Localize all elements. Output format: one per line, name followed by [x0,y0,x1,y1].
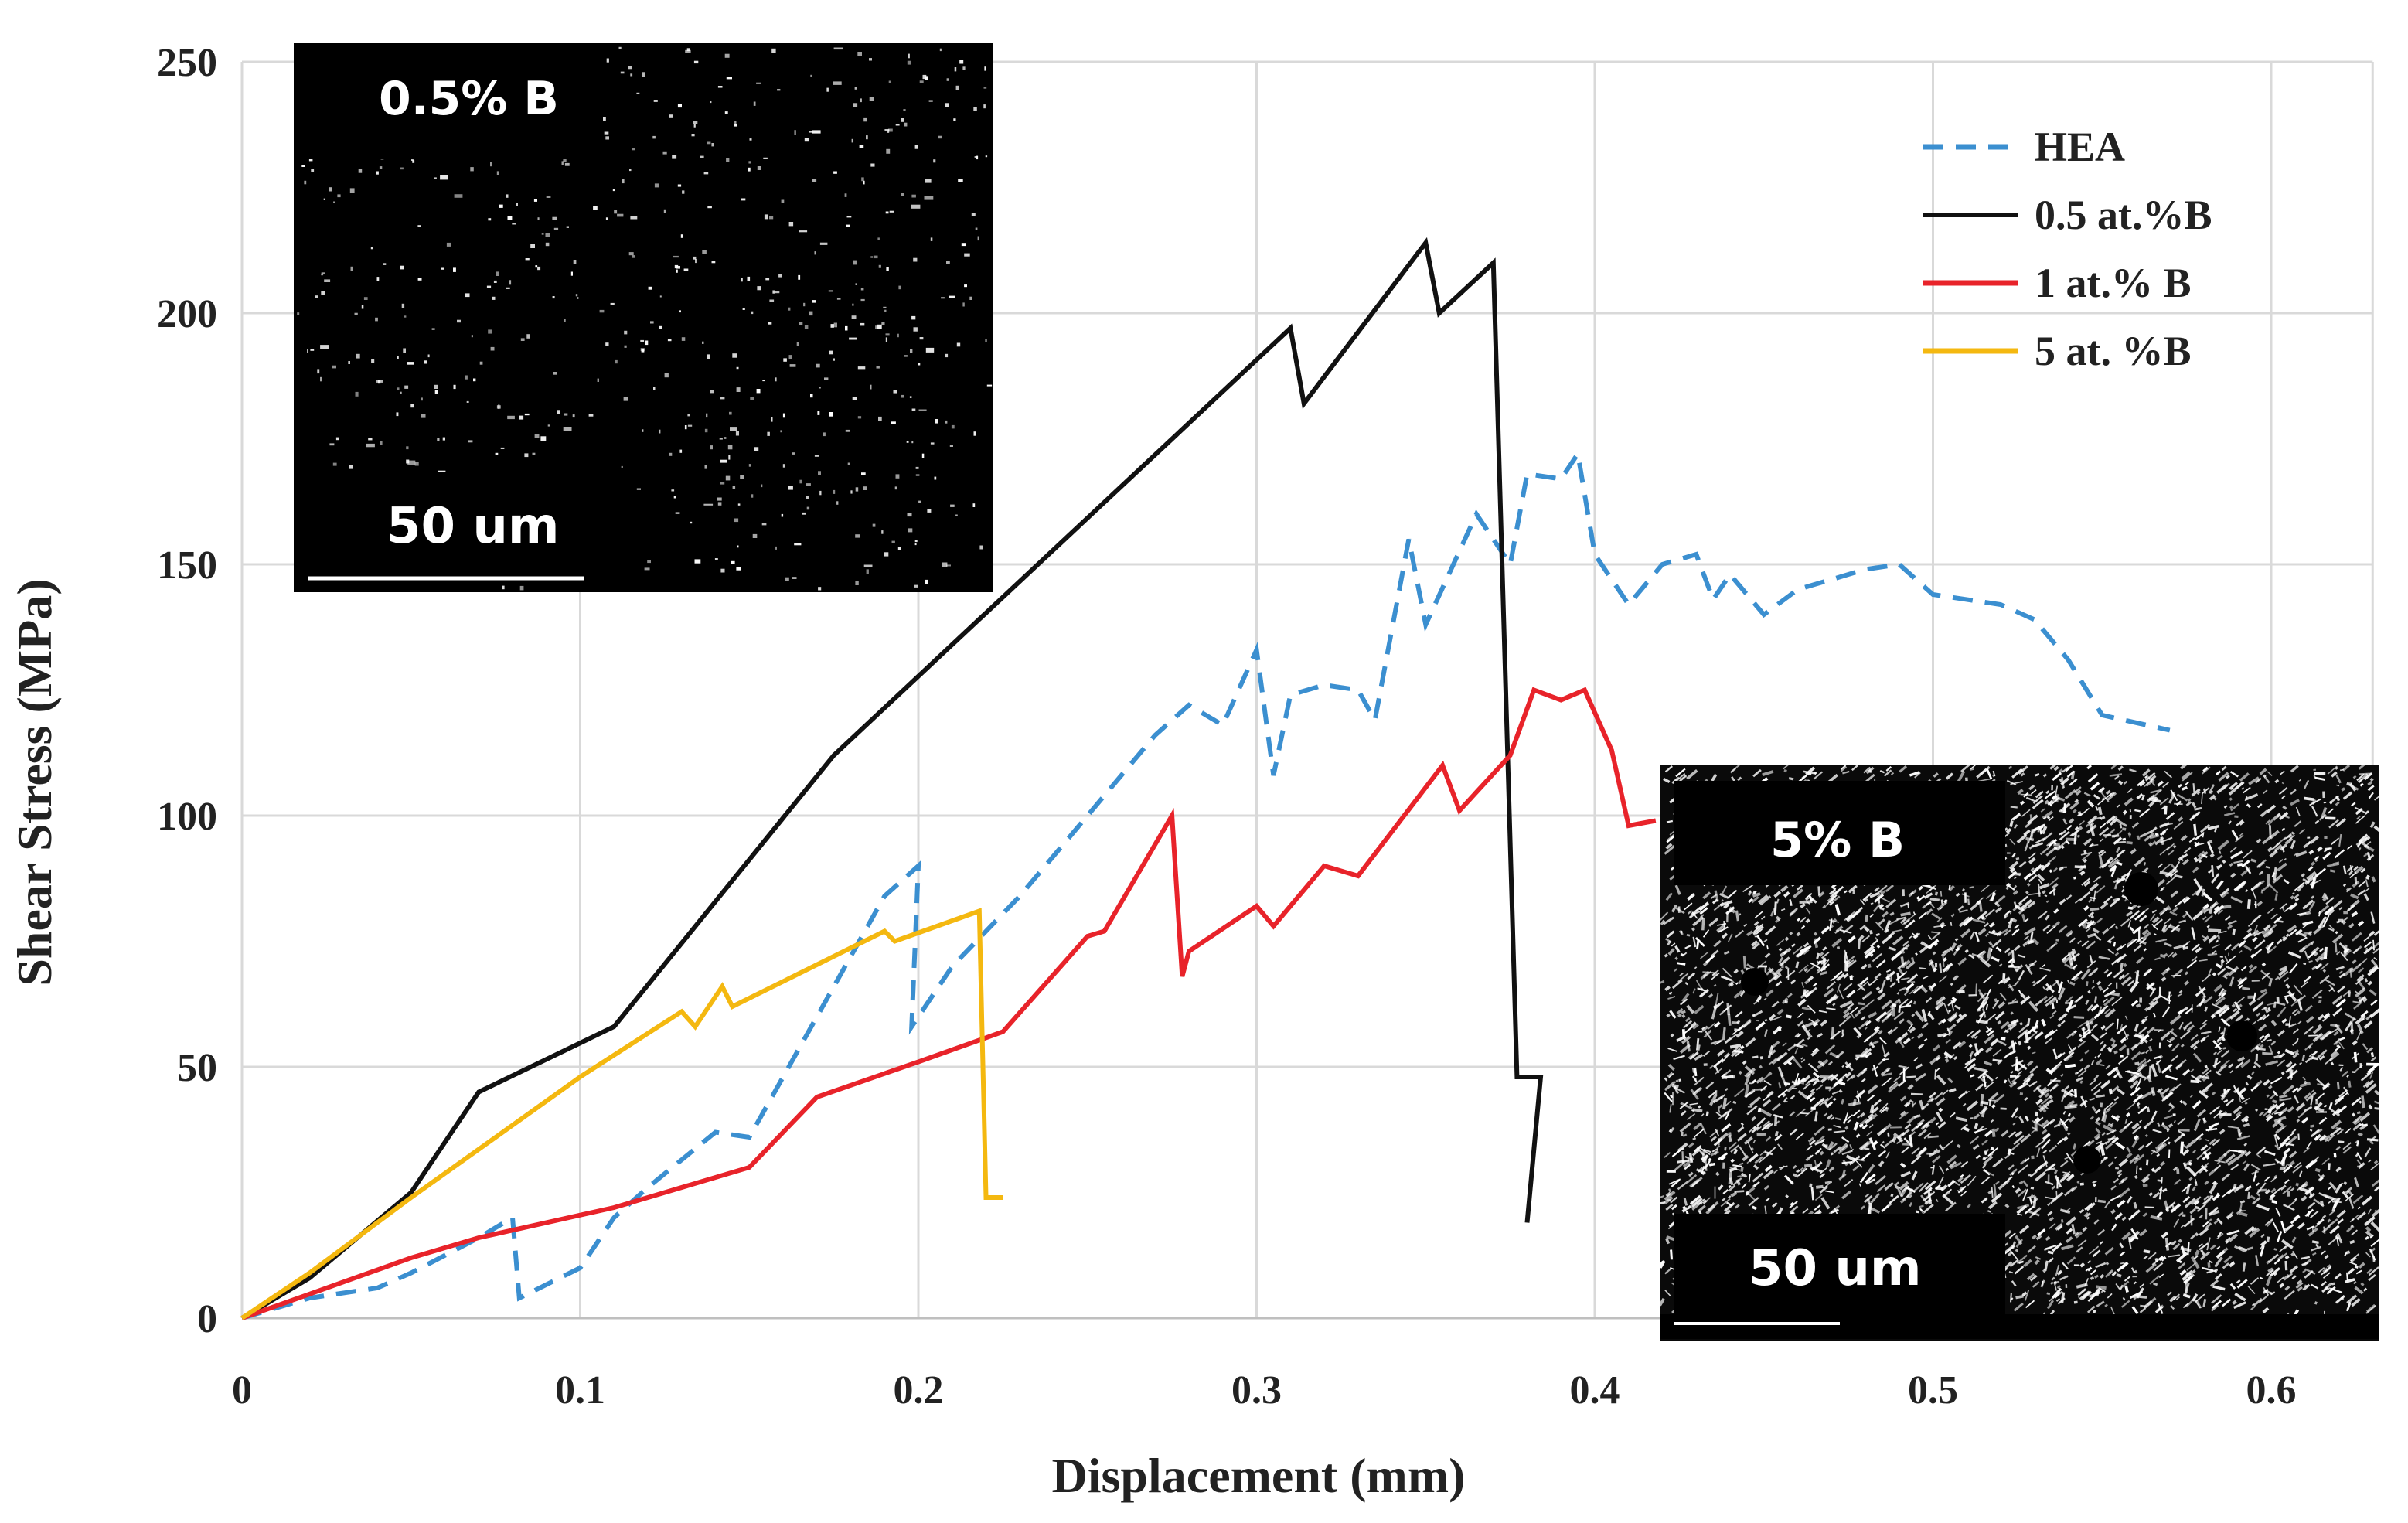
y-tick-label-2: 100 [157,795,217,839]
tick-labels: 0 50 100 150 200 250 0 0.1 0.2 0.3 0.4 0.5 0.6 [157,41,2297,1412]
y-tick-label-4: 200 [157,292,217,336]
inset-scale-box-0.5b [294,472,634,584]
micrograph-inset-5b: 5% B 50 um [1651,760,2384,1341]
y-axis-title: Shear Stress (MPa) [7,578,62,986]
y-tick-label-0: 0 [197,1297,217,1341]
x-tick-label-5: 0.5 [1908,1368,1958,1412]
inset-scale-box-5b [1674,1214,2005,1314]
series-line-3 [240,908,1003,1320]
inset-scale-label-5b: 50 um [1749,1240,1922,1297]
legend-label-1b: 1 at.% B [2035,260,2192,306]
x-tick-label-0: 0 [232,1368,252,1412]
series-lines [240,237,2171,1320]
legend: HEA 0.5 at.%B 1 at.% B 5 at. %B [1923,124,2212,374]
x-tick-label-3: 0.3 [1231,1368,1282,1412]
inset-footer-bar-5b [1660,1314,2379,1339]
inset-label-box-5b [1674,781,2005,885]
micrograph-inset-0.5b: 0.5% B 50 um [294,43,993,592]
series-line-1 [240,237,1544,1320]
inset-label-5b: 5% B [1770,812,1905,868]
y-tick-label-3: 150 [157,543,217,588]
inset-scale-label-0.5b: 50 um [387,498,560,555]
inset-label-box-0.5b [294,43,603,159]
x-tick-label-6: 0.6 [2246,1368,2297,1412]
series-line-2 [240,687,1657,1320]
x-tick-label-1: 0.1 [555,1368,605,1412]
x-tick-label-4: 0.4 [1570,1368,1620,1412]
x-axis-title: Displacement (mm) [1052,1448,1466,1503]
legend-label-hea: HEA [2035,124,2125,170]
inset-label-0.5b: 0.5% B [379,72,559,126]
series-line-0 [241,448,2171,1320]
legend-label-5b: 5 at. %B [2035,328,2192,374]
legend-label-0.5b: 0.5 at.%B [2035,192,2212,238]
y-tick-label-1: 50 [177,1046,217,1090]
y-tick-label-5: 250 [157,41,217,85]
x-tick-label-2: 0.2 [894,1368,944,1412]
